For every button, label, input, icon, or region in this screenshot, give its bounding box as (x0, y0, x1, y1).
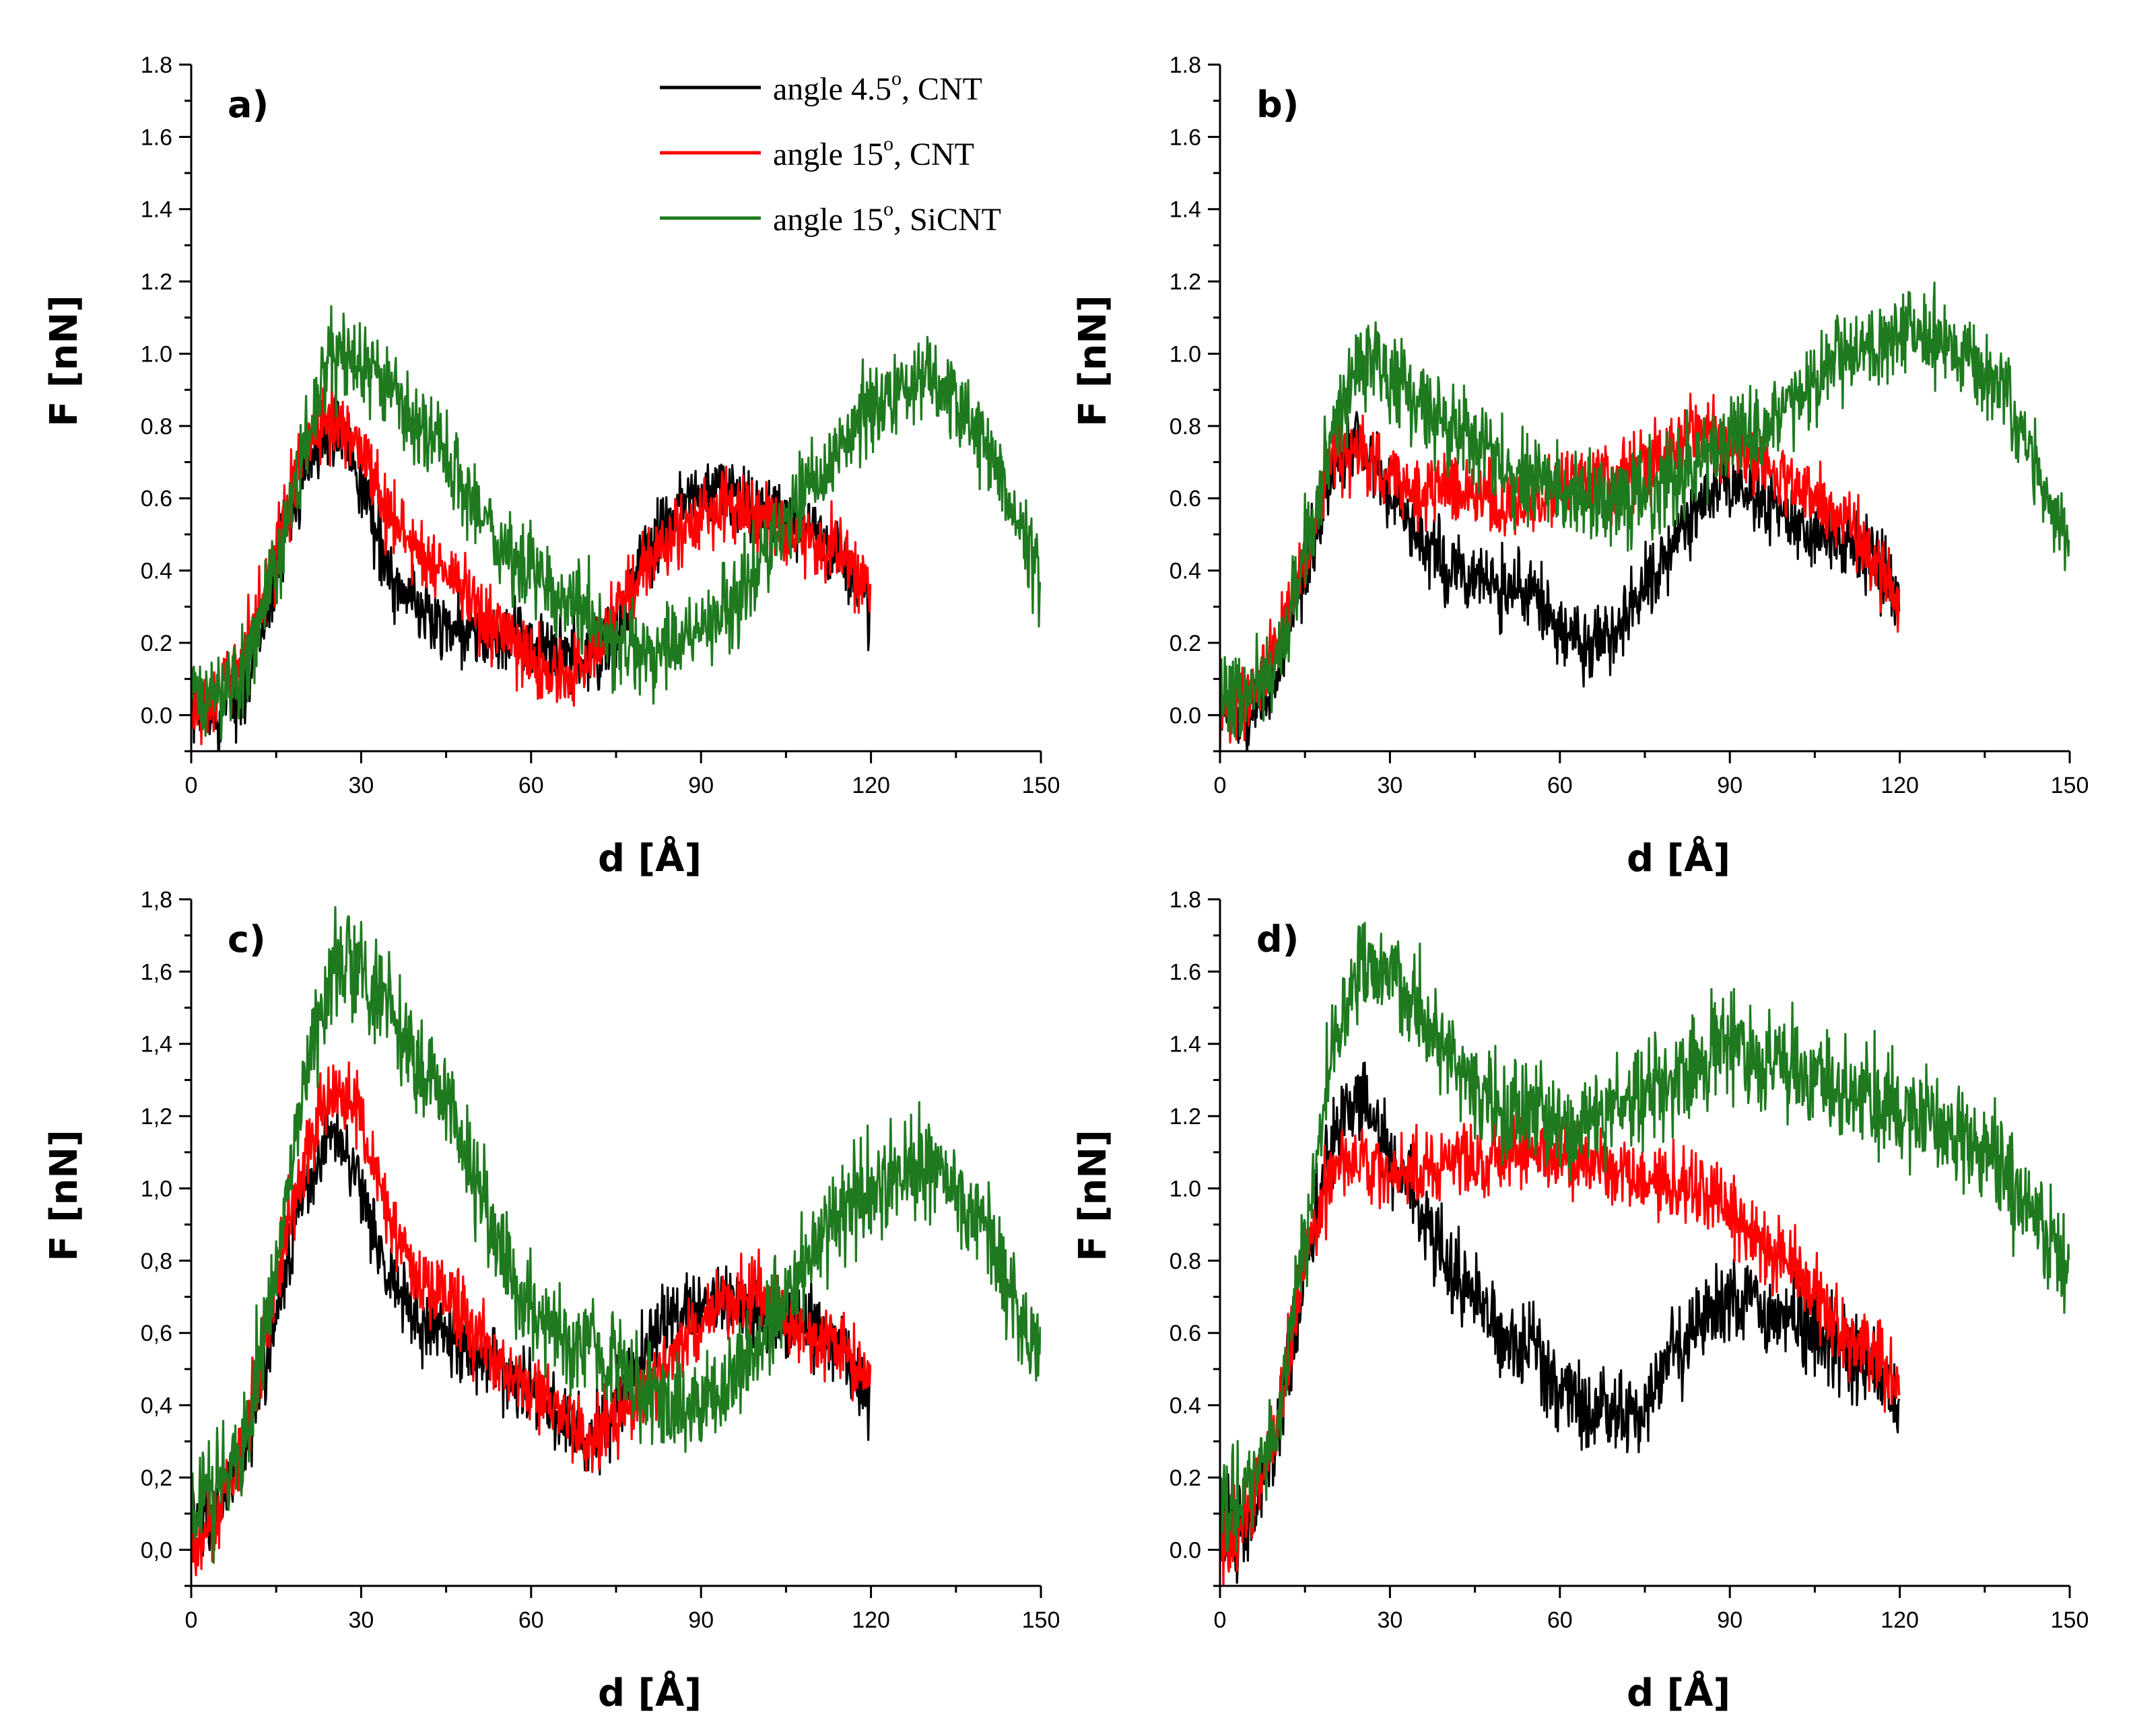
panel-c: 0 30 60 90 120 150 0,0 0,2 0,4 0,6 0,8 1,0 1,2 1,4 1,6… (42, 887, 1060, 1715)
x-tick-label: 90 (1717, 1607, 1742, 1633)
y-tick-label: 1.6 (141, 125, 172, 150)
y-tick-label: 0.2 (1170, 631, 1201, 656)
x-tick-label: 30 (348, 773, 374, 798)
series-line-d-1 (1220, 1062, 1901, 1584)
x-tick-label: 120 (852, 1607, 890, 1633)
x-tick-label: 60 (518, 1607, 544, 1633)
x-tick-label: 30 (1377, 773, 1402, 798)
y-tick-label: 1.8 (1170, 887, 1201, 913)
y-tick-label: 1.0 (141, 341, 172, 367)
panel-label: d) (1256, 918, 1299, 961)
x-tick-label: 120 (852, 773, 890, 798)
series-line-a-3 (191, 305, 1041, 741)
y-axis-title: F [nN] (42, 1130, 86, 1261)
y-tick-label: 0,0 (141, 1537, 172, 1563)
y-tick-label: 1.2 (1170, 1104, 1201, 1130)
x-tick-label: 60 (1547, 1607, 1573, 1633)
y-tick-label: 1,4 (141, 1032, 172, 1057)
y-tick-label: 0.2 (141, 631, 172, 656)
panel-a: 0 30 60 90 120 150 0.0 0.2 0.4 0.6 0.8 1.0 1.2 1.4 1.6… (42, 53, 1060, 880)
y-tick-label: 0,2 (141, 1465, 172, 1491)
series-line-c-2 (191, 1061, 872, 1576)
y-tick-label: 0.6 (141, 486, 172, 512)
y-tick-label: 1.4 (1170, 197, 1201, 223)
y-axis-title: F [nN] (1071, 295, 1115, 427)
legend-entry: angle 15o, SiCNT (773, 198, 1001, 238)
y-tick-label: 0.6 (1170, 1321, 1201, 1346)
y-tick-label: 0,8 (141, 1249, 172, 1274)
series-line-c-3 (191, 906, 1041, 1564)
y-tick-label: 0.8 (1170, 414, 1201, 440)
x-tick-label: 0 (185, 1607, 198, 1633)
x-tick-label: 90 (688, 773, 714, 798)
x-tick-label: 0 (185, 773, 198, 798)
y-axis-title: F [nN] (1071, 1130, 1115, 1261)
x-tick-label: 60 (518, 773, 544, 798)
y-tick-label: 1.4 (1170, 1032, 1201, 1057)
y-tick-label: 1.6 (1170, 125, 1201, 150)
x-tick-label: 150 (2051, 773, 2089, 798)
y-tick-label: 0.0 (141, 703, 172, 728)
y-tick-label: 1,2 (141, 1104, 172, 1130)
x-tick-label: 60 (1547, 773, 1573, 798)
y-tick-label: 1.6 (1170, 959, 1201, 985)
x-tick-label: 0 (1214, 773, 1227, 798)
y-tick-label: 0.0 (1170, 1537, 1201, 1563)
panel-d: 0 30 60 90 120 150 0.0 0.2 0.4 0.6 0.8 1.0 1.2 1.4 1.6… (1071, 887, 2089, 1715)
panel-label: c) (228, 918, 266, 961)
panel-b: 0 30 60 90 120 150 0.0 0.2 0.4 0.6 0.8 1.0 1.2 1.4 1.6… (1071, 53, 2089, 880)
y-tick-label: 1.2 (141, 269, 172, 295)
y-tick-label: 1,0 (141, 1176, 172, 1202)
x-axis-title: d [Å] (1627, 1671, 1730, 1715)
panel-label: b) (1256, 83, 1299, 126)
legend-entry: angle 4.5o, CNT (773, 67, 982, 107)
y-tick-label: 1.0 (1170, 341, 1201, 367)
x-tick-label: 120 (1881, 1607, 1919, 1633)
y-tick-label: 1.0 (1170, 1176, 1201, 1202)
x-tick-label: 30 (1377, 1607, 1402, 1633)
x-axis-title: d [Å] (598, 1671, 702, 1715)
x-tick-label: 30 (348, 1607, 374, 1633)
x-tick-label: 0 (1214, 1607, 1227, 1633)
y-tick-label: 0.4 (1170, 1393, 1201, 1419)
y-tick-label: 1.2 (1170, 269, 1201, 295)
x-axis-title: d [Å] (1627, 836, 1730, 880)
y-tick-label: 1.8 (1170, 53, 1201, 78)
y-tick-label: 0,6 (141, 1321, 172, 1346)
y-tick-label: 1.4 (141, 197, 172, 223)
y-tick-label: 0,4 (141, 1393, 172, 1419)
panel-label: a) (228, 83, 269, 126)
y-axis-title: F [nN] (42, 295, 86, 427)
y-tick-label: 1,8 (141, 887, 172, 913)
x-tick-label: 150 (1022, 773, 1060, 798)
y-tick-label: 0.4 (141, 559, 172, 584)
x-tick-label: 90 (688, 1607, 714, 1633)
y-tick-label: 0.6 (1170, 486, 1201, 512)
series-line-d-3 (1220, 922, 2070, 1553)
series-line-b-2 (1220, 392, 1901, 751)
x-tick-label: 90 (1717, 773, 1742, 798)
x-tick-label: 150 (1022, 1607, 1060, 1633)
x-axis-title: d [Å] (598, 836, 702, 880)
y-tick-label: 0.4 (1170, 559, 1201, 584)
legend: angle 4.5o, CNT angle 15o, CNT angle 15o, … (660, 67, 1001, 238)
y-tick-label: 0.8 (141, 414, 172, 440)
y-tick-label: 0.2 (1170, 1465, 1201, 1491)
y-tick-label: 1.8 (141, 53, 172, 78)
series-line-b-1 (1220, 411, 1901, 751)
y-tick-label: 1,6 (141, 959, 172, 985)
series-line-b-3 (1220, 281, 2070, 738)
legend-entry: angle 15o, CNT (773, 133, 974, 172)
x-tick-label: 150 (2051, 1607, 2089, 1633)
y-tick-label: 0.0 (1170, 703, 1201, 728)
y-tick-label: 0.8 (1170, 1249, 1201, 1274)
x-tick-label: 120 (1881, 773, 1919, 798)
